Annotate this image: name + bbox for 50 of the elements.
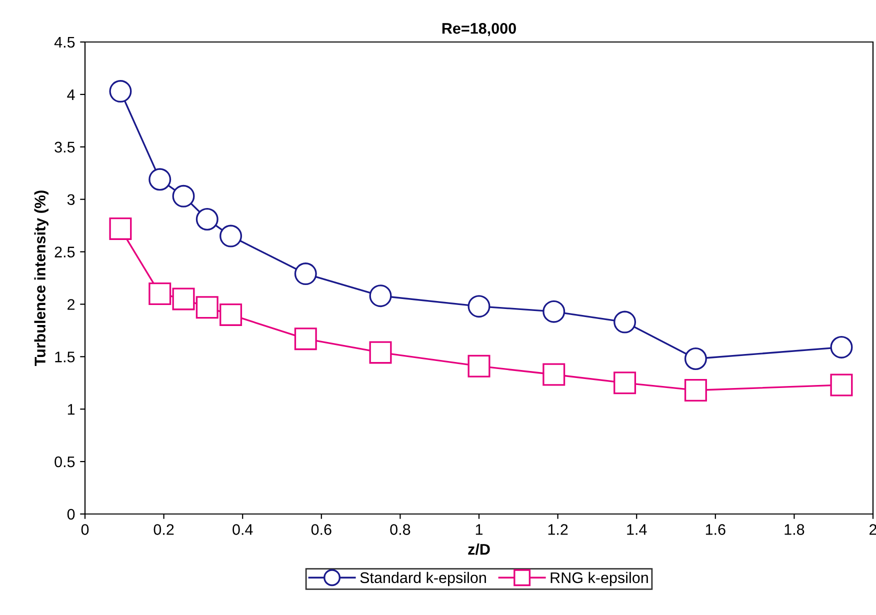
x-tick-label: 0.8 [390, 524, 410, 535]
point [220, 303, 242, 326]
x-tick-label: 1.6 [706, 524, 726, 535]
y-tick-label: 4 [67, 89, 75, 100]
y-axis-title: Turbulence intensity (%) [34, 190, 48, 366]
x-tick-label: 1.2 [548, 524, 568, 535]
chart-title: Re=18,000 [442, 23, 516, 36]
point [148, 168, 172, 191]
x-axis-title: z/D [468, 544, 490, 555]
y-tick-label: 4.5 [54, 37, 75, 48]
point [294, 328, 317, 350]
y-tick-label: 0.5 [54, 456, 75, 468]
point [109, 80, 132, 103]
y-tick-label: 2 [68, 299, 75, 310]
point [542, 300, 566, 323]
point [148, 282, 172, 305]
y-tick-label: 2.5 [54, 246, 75, 258]
y-tick-label: 1.5 [55, 352, 75, 362]
x-tick-label: 1 [476, 524, 483, 535]
point [684, 348, 707, 370]
y-tick-label: 3.5 [54, 142, 75, 153]
point [369, 284, 392, 308]
x-tick-label: 2 [870, 524, 876, 535]
point [468, 354, 490, 378]
legend-label: RNG k-epsilon [550, 572, 648, 586]
point [468, 295, 490, 318]
point [542, 363, 566, 386]
point [172, 288, 195, 310]
x-tick-label: 1.4 [627, 524, 647, 535]
x-tick-label: 0 [81, 524, 89, 535]
point [294, 262, 317, 286]
x-tick-label: 0.2 [154, 524, 174, 535]
point [172, 184, 195, 208]
point [220, 224, 242, 248]
point [369, 341, 392, 364]
x-tick-label: 1.8 [784, 524, 804, 535]
x-tick-label: 0.4 [232, 524, 253, 535]
point [109, 217, 132, 240]
y-tick-label: 1 [68, 404, 75, 415]
y-tick-label: 0 [67, 508, 75, 520]
point [830, 336, 853, 358]
point [614, 310, 636, 334]
point [684, 378, 707, 402]
point [830, 374, 853, 396]
point [196, 296, 218, 319]
point [614, 372, 636, 394]
x-tick-label: 0.6 [311, 524, 332, 535]
legend-label: Standard k-epsilon [360, 572, 486, 586]
point [196, 208, 218, 231]
y-tick-label: 3 [67, 194, 75, 206]
